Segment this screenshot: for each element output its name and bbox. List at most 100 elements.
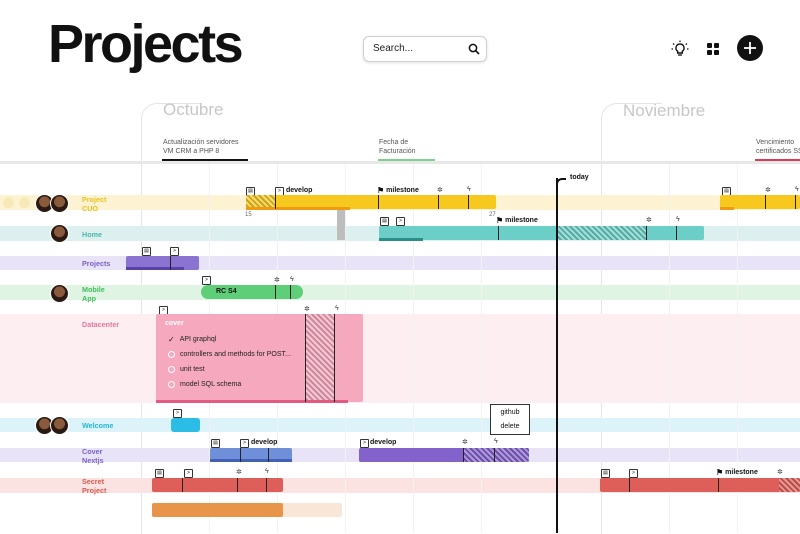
bug-icon[interactable]: ✲ [462,439,468,446]
tick [646,226,647,240]
bolt-icon[interactable]: ϟ [795,186,799,193]
task-bar[interactable] [152,478,283,492]
bug-icon[interactable]: ✲ [777,469,783,476]
github-option[interactable]: github [500,408,520,416]
bolt-icon[interactable]: ϟ [467,186,471,193]
checkbox[interactable] [168,351,175,358]
row-label-cover-nextjs[interactable]: Cover Nextjs [82,447,104,465]
bolt-icon[interactable]: ϟ [335,305,339,312]
row-label-project-cuo[interactable]: Project CUO [82,195,107,213]
task-bar[interactable] [246,195,496,209]
task-bar-hatched [557,226,646,240]
task-item[interactable]: unit test [168,366,205,373]
bolt-icon[interactable]: ϟ [290,276,294,283]
milestone-text: milestone [725,469,758,476]
grid-line [481,164,482,533]
search-input[interactable] [373,37,465,59]
release-label: RC S4 [216,288,237,295]
tick [718,478,719,492]
grid-icon[interactable] [702,38,724,60]
bolt-icon[interactable]: ϟ [494,438,498,445]
doc-icon[interactable]: ▤ [601,469,610,478]
progress-bar [379,238,423,241]
task-bar[interactable] [126,256,199,270]
doc-icon[interactable]: ▤ [142,247,151,256]
terminal-icon[interactable]: > [202,276,211,285]
task-bar[interactable] [720,195,800,209]
milestone-marker[interactable]: ⚑ milestone [377,186,419,195]
doc-icon[interactable]: ▤ [155,469,164,478]
row-background [0,285,800,300]
bolt-icon[interactable]: ϟ [676,216,680,223]
avatar[interactable] [50,194,69,213]
terminal-icon[interactable]: > [173,409,182,418]
doc-icon[interactable]: ▤ [380,217,389,226]
search-icon[interactable] [468,42,480,60]
plus-icon [744,42,756,54]
task-card[interactable] [156,314,363,402]
bolt-icon[interactable]: ϟ [265,468,269,475]
row-label-secret-project[interactable]: Secret Project [82,477,107,495]
task-bar-hatched [463,448,529,462]
tick [237,478,238,492]
bug-icon[interactable]: ✲ [236,469,242,476]
context-menu[interactable]: github delete [490,404,530,435]
checkbox[interactable] [168,366,175,373]
checkbox[interactable] [168,381,175,388]
add-button[interactable] [737,35,763,61]
row-label-welcome[interactable]: Welcome [82,421,114,430]
lightbulb-icon[interactable] [669,38,691,60]
bug-icon[interactable]: ✲ [437,187,443,194]
avatar-placeholder [19,197,30,208]
task-bar[interactable] [152,503,283,517]
doc-icon[interactable]: ▤ [211,439,220,448]
terminal-icon[interactable]: > [629,469,638,478]
deadline-label: Actualización servidores VM CRM a PHP 8 [163,139,239,155]
task-bar[interactable] [600,478,800,492]
row-label-mobile-app[interactable]: Mobile App [82,285,105,303]
avatar[interactable] [50,284,69,303]
grid-line [737,164,738,533]
deadline-label: Fecha de Facturación [379,139,416,155]
bug-icon[interactable]: ✲ [304,306,310,313]
tick [494,448,495,462]
task-bar[interactable] [171,418,200,432]
develop-text: develop [251,439,278,446]
terminal-icon[interactable]: > [360,439,369,448]
develop-text: develop [370,439,397,446]
row-background [0,418,800,432]
terminal-icon[interactable]: > [240,439,249,448]
bug-icon[interactable]: ✲ [274,277,280,284]
task-bar[interactable] [210,448,292,462]
task-bar[interactable] [379,226,704,240]
milestone-marker[interactable]: ⚑ milestone [716,468,758,477]
today-line-cap [556,178,566,188]
task-item[interactable]: model SQL schema [168,381,241,388]
tick [334,314,335,402]
task-bar-hatched [779,478,800,492]
row-label-projects[interactable]: Projects [82,259,111,268]
task-bar[interactable] [359,448,529,462]
terminal-icon[interactable]: > [396,217,405,226]
milestone-text: milestone [505,217,538,224]
tick [182,478,183,492]
avatar[interactable] [50,416,69,435]
row-label-home[interactable]: Home [82,230,102,239]
tick [795,195,796,209]
bug-icon[interactable]: ✲ [765,187,771,194]
terminal-icon[interactable]: > [184,469,193,478]
task-item[interactable]: ✓ API graphql [168,335,216,344]
avatar[interactable] [50,224,69,243]
tick [468,195,469,209]
tick [629,478,630,492]
task-bar[interactable] [201,285,303,299]
row-label-datacenter[interactable]: Datacenter [82,320,120,329]
tick [290,285,291,299]
milestone-marker[interactable]: ⚑ milestone [496,216,538,225]
today-line [556,178,558,533]
delete-option[interactable]: delete [500,423,520,431]
bug-icon[interactable]: ✲ [646,217,652,224]
task-item[interactable]: controllers and methods for POST... [168,351,291,358]
terminal-icon[interactable]: > [170,247,179,256]
search-box[interactable] [363,36,487,62]
